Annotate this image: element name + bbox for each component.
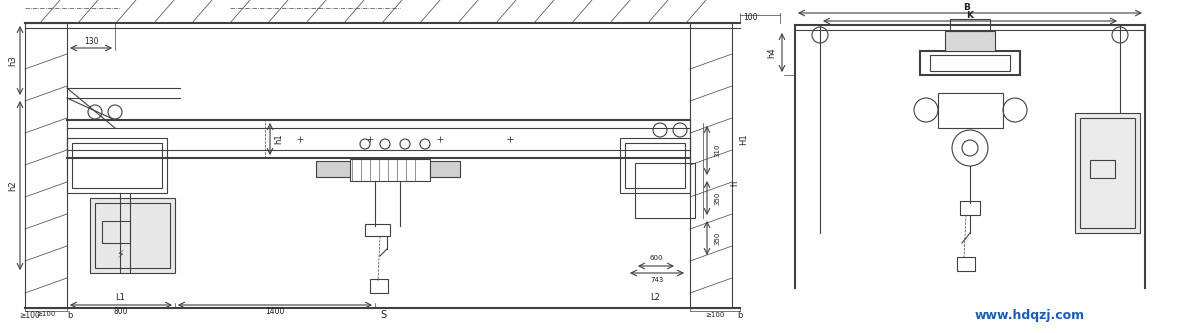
Text: 743: 743 — [650, 277, 664, 283]
Text: ≥100: ≥100 — [19, 310, 41, 319]
Bar — [950, 19, 990, 31]
Bar — [960, 201, 980, 215]
Bar — [95, 203, 170, 268]
Text: 600: 600 — [649, 255, 662, 261]
Bar — [102, 221, 130, 243]
Bar — [1090, 160, 1115, 178]
Bar — [958, 257, 974, 271]
Bar — [370, 279, 388, 293]
Bar — [72, 143, 162, 188]
Bar — [946, 31, 995, 51]
Text: b: b — [67, 310, 73, 319]
Bar — [90, 198, 175, 273]
Bar — [690, 23, 732, 308]
Text: ≥100: ≥100 — [36, 311, 55, 317]
Text: L1: L1 — [115, 293, 125, 302]
Text: ≥100: ≥100 — [706, 312, 725, 318]
Bar — [365, 224, 390, 236]
Text: b: b — [737, 310, 743, 319]
Text: 350: 350 — [714, 191, 720, 205]
Bar — [930, 55, 1010, 71]
Bar — [1075, 113, 1140, 233]
Bar — [350, 159, 430, 181]
Text: www.hdqzj.com: www.hdqzj.com — [974, 308, 1085, 321]
Text: 310: 310 — [714, 143, 720, 157]
Bar — [920, 51, 1020, 75]
Bar — [620, 138, 690, 193]
Bar — [316, 161, 350, 177]
Text: K: K — [966, 11, 973, 20]
Text: 800: 800 — [114, 306, 128, 315]
Text: 1400: 1400 — [265, 306, 284, 315]
Bar — [430, 161, 460, 177]
Text: h2: h2 — [8, 181, 18, 191]
Text: B: B — [964, 3, 971, 12]
Bar — [938, 93, 1003, 128]
Bar — [635, 163, 695, 218]
Text: h3: h3 — [8, 56, 18, 66]
Bar — [25, 23, 67, 308]
Text: 350: 350 — [714, 231, 720, 245]
Text: S: S — [380, 310, 386, 320]
Text: h1: h1 — [275, 134, 283, 144]
Text: h4: h4 — [768, 47, 776, 58]
Bar — [625, 143, 685, 188]
Text: ⚡: ⚡ — [116, 250, 124, 260]
Bar — [1080, 118, 1135, 228]
Text: L2: L2 — [650, 293, 660, 302]
Bar — [67, 138, 167, 193]
Text: h: h — [731, 180, 739, 186]
Text: 130: 130 — [84, 37, 98, 46]
Text: H1: H1 — [739, 133, 749, 145]
Text: 100: 100 — [743, 13, 757, 22]
